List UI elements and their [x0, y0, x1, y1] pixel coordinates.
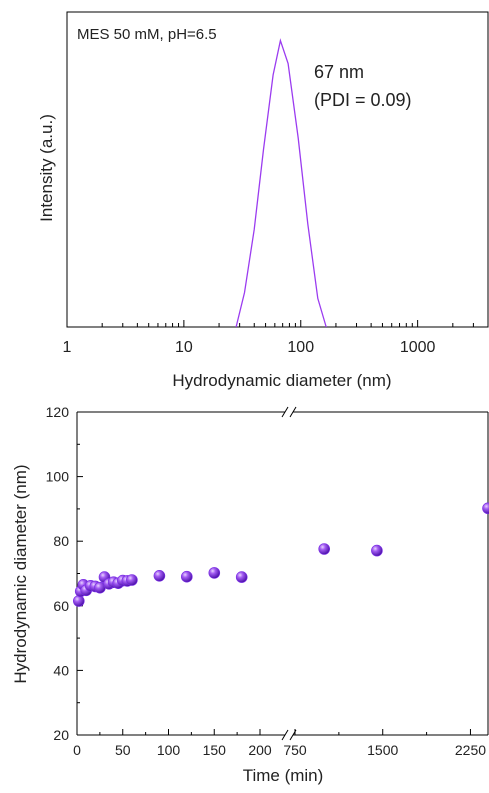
data-point	[181, 570, 193, 583]
data-point	[208, 567, 221, 579]
bottom-x-tick-label: 200	[248, 742, 272, 758]
bottom-x-tick-label: 100	[157, 742, 181, 758]
bottom-y-tick-label: 20	[53, 727, 69, 743]
data-point	[73, 595, 85, 607]
data-points	[73, 502, 489, 607]
size-distribution-line	[235, 38, 327, 328]
peak-size-label: 67 nm	[314, 62, 364, 82]
top-chart: 1 10 100 1000 MES 50 mM, pH=6.5 67 nm (PDI …	[37, 11, 489, 390]
bottom-y-tick-label: 100	[46, 469, 70, 485]
bottom-y-tick-label: 80	[53, 533, 69, 549]
bottom-x-ticks: 0 50 100 150 200 750 1500 2250	[73, 729, 486, 758]
top-x-ticks	[66, 320, 489, 327]
pdi-label: (PDI = 0.09)	[314, 90, 412, 110]
sample-condition-label: MES 50 mM, pH=6.5	[77, 26, 217, 43]
data-point	[235, 571, 248, 583]
top-x-tick-label: 100	[287, 339, 314, 356]
bottom-chart: 20 40 60 80 100 120 0 50 100 150 200 750 1500 2250 T…	[11, 404, 489, 785]
bottom-y-ticks: 20 40 60 80 100 120	[46, 404, 83, 743]
data-point	[153, 569, 166, 582]
bottom-x-tick-label: 750	[283, 742, 307, 758]
top-x-axis-title: Hydrodynamic diameter (nm)	[172, 371, 391, 390]
data-point	[482, 502, 489, 515]
bottom-y-axis-title: Hydrodynamic diameter (nm)	[11, 464, 30, 683]
bottom-x-tick-label: 0	[73, 742, 81, 758]
bottom-x-tick-label: 1500	[367, 742, 398, 758]
top-y-axis-title: Intensity (a.u.)	[37, 114, 56, 222]
top-x-tick-label: 10	[175, 339, 193, 356]
bottom-y-tick-label: 120	[46, 404, 70, 420]
top-x-tick-label: 1000	[400, 339, 436, 356]
bottom-x-tick-label: 50	[115, 742, 131, 758]
data-point	[126, 574, 138, 586]
axis-break-top	[281, 406, 297, 418]
data-point	[371, 544, 383, 557]
top-plot-frame	[66, 11, 489, 328]
data-point	[318, 543, 331, 555]
bottom-x-tick-label: 2250	[455, 742, 486, 758]
bottom-x-tick-label: 150	[203, 742, 227, 758]
top-x-tick-label: 1	[63, 339, 72, 356]
bottom-x-axis-title: Time (min)	[243, 766, 324, 785]
bottom-y-tick-label: 40	[53, 662, 69, 678]
top-x-tick-labels: 1 10 100 1000	[63, 339, 436, 356]
bottom-y-tick-label: 60	[53, 598, 69, 614]
